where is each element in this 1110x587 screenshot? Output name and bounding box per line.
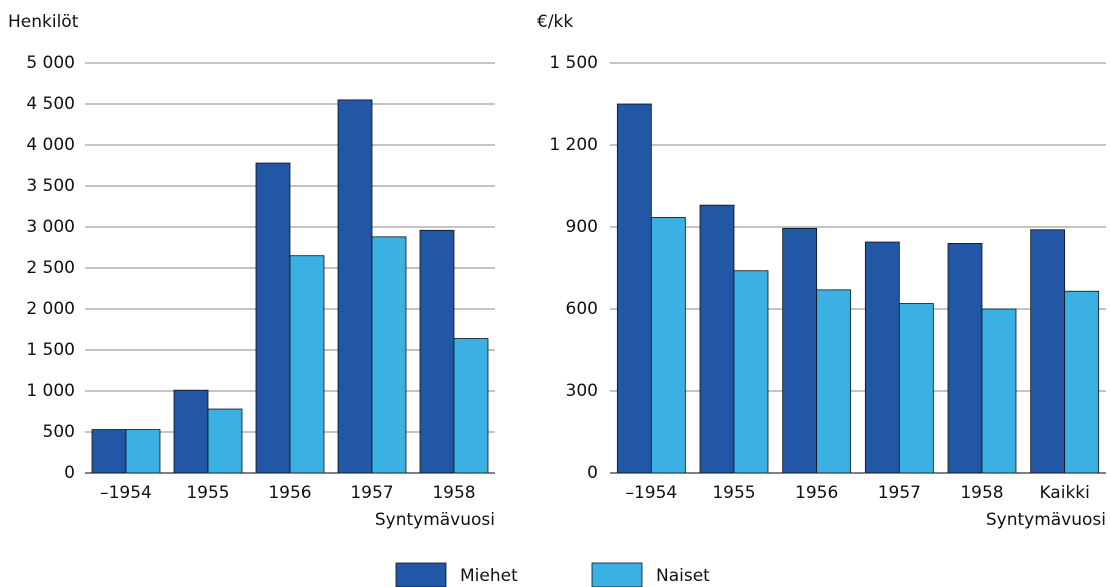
y-tick-label: 3 000 bbox=[26, 217, 75, 237]
bar bbox=[1030, 229, 1066, 474]
bar bbox=[650, 217, 686, 474]
bar bbox=[255, 162, 291, 474]
x-tick-label: 1956 bbox=[268, 483, 311, 503]
bar bbox=[371, 236, 407, 474]
y-tick-label: 900 bbox=[566, 217, 598, 237]
bar bbox=[91, 429, 127, 474]
legend-swatch bbox=[395, 562, 447, 587]
bar bbox=[419, 229, 455, 474]
bar bbox=[616, 103, 652, 474]
bar bbox=[125, 429, 161, 474]
x-tick-label: 1956 bbox=[795, 483, 838, 503]
y-tick-label: 2 500 bbox=[26, 258, 75, 278]
bar bbox=[981, 308, 1017, 474]
bar bbox=[207, 408, 243, 474]
x-tick-label: 1958 bbox=[432, 483, 475, 503]
bar bbox=[699, 204, 735, 474]
bar bbox=[337, 99, 373, 474]
y-tick-label: 4 500 bbox=[26, 94, 75, 114]
y-tick-label: 3 500 bbox=[26, 176, 75, 196]
y-tick-label: 4 000 bbox=[26, 135, 75, 155]
legend-label: Miehet bbox=[460, 566, 518, 586]
bar bbox=[733, 270, 769, 474]
x-tick-label: 1957 bbox=[350, 483, 393, 503]
bar bbox=[1064, 290, 1100, 474]
x-tick-label: –1954 bbox=[625, 483, 677, 503]
y-tick-label: 0 bbox=[64, 463, 75, 483]
bar bbox=[864, 241, 900, 474]
x-tick-label: 1955 bbox=[186, 483, 229, 503]
y-axis-label: Henkilöt bbox=[8, 12, 79, 32]
x-tick-label: –1954 bbox=[100, 483, 152, 503]
bar bbox=[173, 389, 209, 474]
x-tick-label: 1957 bbox=[878, 483, 921, 503]
y-tick-label: 600 bbox=[566, 299, 598, 319]
x-tick-label: 1955 bbox=[712, 483, 755, 503]
legend-label: Naiset bbox=[656, 566, 710, 586]
legend-swatch bbox=[591, 562, 643, 587]
y-tick-label: 1 000 bbox=[26, 381, 75, 401]
x-tick-label: 1958 bbox=[960, 483, 1003, 503]
bar bbox=[947, 242, 983, 474]
bar bbox=[453, 338, 489, 474]
x-axis-label: Syntymävuosi bbox=[986, 510, 1106, 530]
y-tick-label: 0 bbox=[587, 463, 598, 483]
y-tick-label: 5 000 bbox=[26, 53, 75, 73]
y-tick-label: 1 200 bbox=[549, 135, 598, 155]
y-tick-label: 1 500 bbox=[549, 53, 598, 73]
y-tick-label: 500 bbox=[43, 422, 75, 442]
x-tick-label: Kaikki bbox=[1039, 483, 1089, 503]
bar bbox=[816, 289, 852, 474]
bar bbox=[898, 303, 934, 474]
y-tick-label: 300 bbox=[566, 381, 598, 401]
bar bbox=[782, 227, 818, 474]
y-tick-label: 2 000 bbox=[26, 299, 75, 319]
x-axis-label: Syntymävuosi bbox=[375, 510, 495, 530]
y-axis-label: €/kk bbox=[537, 12, 573, 32]
bar bbox=[289, 255, 325, 474]
y-tick-label: 1 500 bbox=[26, 340, 75, 360]
